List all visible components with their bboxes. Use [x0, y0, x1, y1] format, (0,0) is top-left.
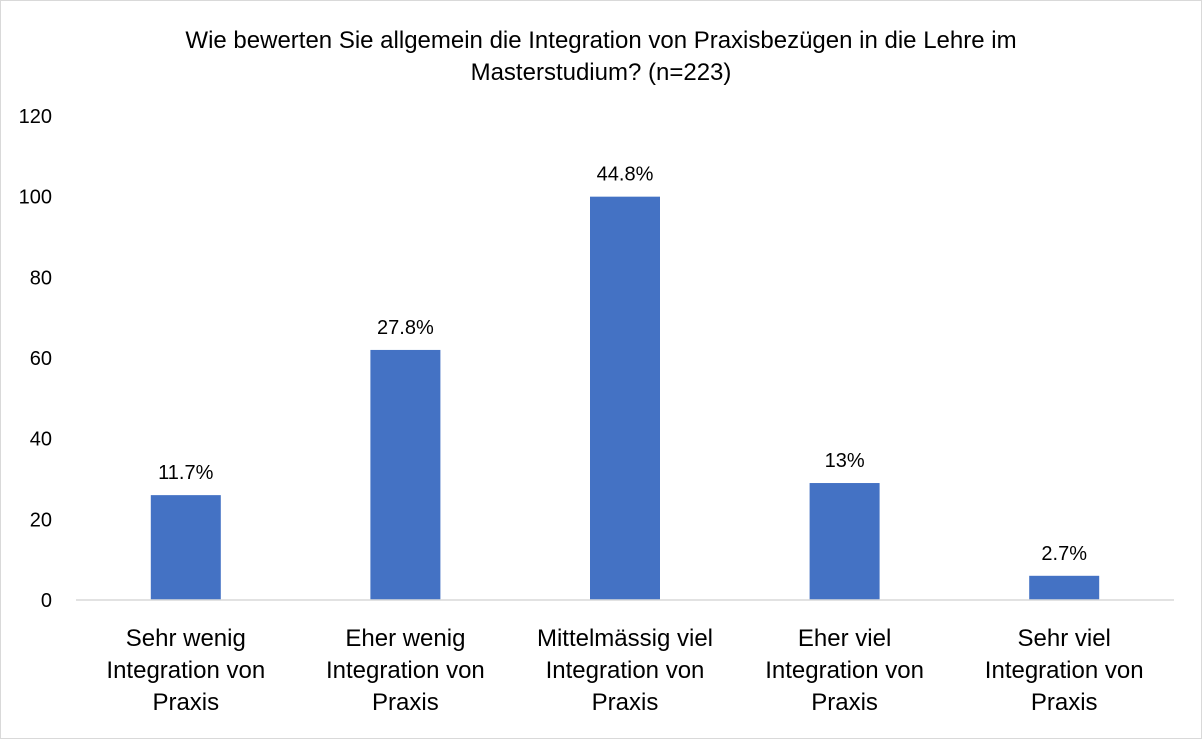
data-label: 13%	[825, 450, 865, 472]
data-label: 2.7%	[1041, 543, 1087, 565]
x-category-label: Praxis	[1031, 689, 1098, 716]
y-tick-label: 20	[30, 509, 52, 531]
x-category-label: Eher wenig	[345, 625, 465, 652]
bar	[590, 196, 660, 600]
x-category-label: Praxis	[592, 689, 659, 716]
data-label: 44.8%	[597, 164, 654, 186]
x-category-label: Praxis	[152, 689, 219, 716]
x-category-label: Sehr wenig	[126, 625, 246, 652]
chart-title-line-1: Wie bewerten Sie allgemein die Integrati…	[185, 27, 1016, 54]
x-category-label: Integration von	[765, 657, 924, 684]
bar	[150, 495, 221, 600]
x-category-label: Integration von	[985, 657, 1144, 684]
chart-title: Wie bewerten Sie allgemein die Integrati…	[185, 27, 1016, 86]
y-tick-label: 120	[19, 106, 52, 128]
x-category-label: Integration von	[326, 657, 485, 684]
y-tick-label: 60	[30, 348, 52, 370]
data-label: 11.7%	[158, 462, 213, 484]
bar	[370, 349, 441, 600]
x-category-label: Eher viel	[798, 625, 891, 652]
data-labels: 11.7% 27.8% 44.8% 13% 2.7%	[158, 164, 1087, 565]
chart-title-line-2: Masterstudium? (n=223)	[471, 59, 732, 86]
y-tick-label: 40	[30, 429, 52, 451]
x-category-label: Praxis	[372, 689, 439, 716]
x-axis: Sehr wenig Integration von Praxis Eher weni…	[76, 599, 1174, 716]
y-axis: 0 20 40 60 80 100 120	[19, 106, 52, 612]
x-category-label: Mittelmässig viel	[537, 625, 713, 652]
bar	[1029, 575, 1100, 600]
x-category-label: Integration von	[106, 657, 265, 684]
x-category-label: Integration von	[546, 657, 705, 684]
bars	[150, 196, 1100, 600]
bar	[809, 483, 880, 600]
y-tick-label: 80	[30, 267, 52, 289]
x-category-label: Praxis	[811, 689, 878, 716]
y-tick-label: 100	[19, 187, 52, 209]
x-category-label: Sehr viel	[1018, 625, 1111, 652]
y-tick-label: 0	[41, 590, 52, 612]
data-label: 27.8%	[377, 317, 434, 339]
